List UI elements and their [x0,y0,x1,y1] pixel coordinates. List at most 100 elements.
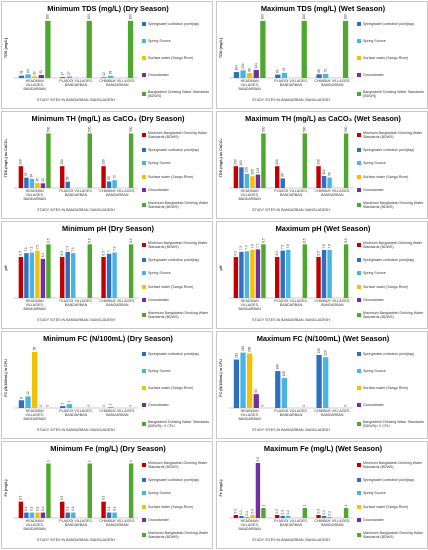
legend-item: Springwater collection point(tap) [142,147,212,152]
value-label: 7.2 [30,246,34,251]
legend-label: Springwater collection point(tap) [148,477,200,482]
value-label: 0.2 [281,510,285,515]
legend-label: Spring Source [148,491,171,496]
x-tick-label-box: HEADMAN VILLAGES, BANDARBAN [238,519,260,531]
value-label: 0.2 [286,510,290,515]
value-label: 38 [109,71,113,75]
x-tick-label-box: CHIMBUK VILLAGES, BANDARBAN [99,409,135,417]
bar [281,378,288,408]
bar [18,166,24,188]
legend-label: Minimum Bangladesh Drinking Water Standa… [363,130,423,139]
value-label: 8.5 [303,238,307,243]
x-axis-label: STUDY SITES IN BANDARBAN, BANGLADESH [37,208,115,212]
x-tick-label: CHIMBUK VILLAGES, BANDARBAN [99,189,136,197]
legend-label: Spring Source [363,39,386,44]
value-label: 8.5 [344,238,348,243]
chart-title: Minimum pH (Dry Season) [62,224,154,233]
chart-panel: Minimum Fe (mg/L) (Dry Season) Fe (mg/L) 0… [1,441,213,549]
legend-label: Springwater collection point(tap) [363,147,415,152]
legend-item: Springwater collection point(tap) [357,22,427,27]
legend-item: Surface water (Sangu River) [357,504,427,509]
legend-item: Bangladesh Drinking Water Standards (BDW… [357,420,427,428]
legend-label: Groundwater [148,402,169,407]
x-tick-label: CHIMBUK VILLAGES, BANDARBAN [314,409,351,417]
bar [239,167,244,188]
value-label: 500 [46,126,50,132]
bar [128,133,134,188]
value-label: 4 [67,401,71,403]
value-label: 52 [39,70,43,74]
x-tick-label: HEADMAN VILLAGES, BANDARBAN [23,299,46,311]
legend-swatch [357,203,361,208]
legend-item: Maximum Bangladesh Drinking Water Standa… [142,201,212,209]
legend-swatch [142,72,146,77]
value-label: 1000 [261,14,265,19]
x-tick-label-box: CHIMBUK VILLAGES, BANDARBAN [314,409,351,417]
value-label: 240 [241,346,245,352]
bar [244,173,250,188]
value-label: 1 [88,460,92,462]
value-label: 0.2 [239,510,243,515]
bar [253,394,259,408]
value-label: 7.1 [71,247,75,252]
bar [29,512,35,518]
legend-swatch [357,271,361,276]
legend-swatch [142,402,146,407]
legend-item: Minimum Bangladesh Drinking Water Standa… [142,461,212,469]
x-axis-label: STUDY SITES IN BANDARBAN, BANGLADESH [252,208,330,212]
chart-title: Maximum TDS (mg/L) (Wet Season) [260,4,386,13]
legend-swatch [357,477,361,482]
bar [280,516,285,518]
legend-label: Springwater collection point(tap) [363,22,415,27]
value-label: 5.5 [256,457,260,462]
x-tick-label-box: HEADMAN VILLAGES, BANDARBAN [238,189,260,201]
legend-label: Surface water (Sangu River) [148,504,194,509]
bar [86,20,92,78]
legend-label: Surface water (Sangu River) [148,385,194,390]
value-label: 500 [129,126,133,132]
legend-item: Spring Source [142,491,212,496]
bar [261,244,266,298]
value-label: 6.5 [101,251,105,256]
y-axis-label: pH [219,265,223,270]
chart-panel: Minimum TDS (mg/L) (Dry Season) TDS (mg/L… [1,1,213,109]
bar [108,407,114,408]
value-label: 7.5 [281,244,285,249]
bar [106,253,112,298]
value-label: 84 [30,174,34,178]
legend-item: Bangladesh Drinking Water Standards (BDW… [142,420,212,428]
bar [18,501,24,518]
bar [302,133,307,188]
bar [323,73,329,78]
legend-label: Surface water (Sangu River) [363,385,409,390]
x-tick-label: HEADMAN VILLAGES, BANDARBAN [23,409,46,421]
value-label: 12 [26,391,30,395]
bar [302,508,307,518]
value-label: 7.5 [35,244,39,249]
chart-panel: Minimum pH (Dry Season) pH 6.5 7.1 7.2 7.5 6.2… [1,221,213,329]
x-tick-label: CHIMBUK VILLAGES, BANDARBAN [314,79,351,87]
value-label: 7.2 [112,246,116,251]
value-label: 7.4 [245,245,249,250]
bar [316,354,322,408]
bar [71,253,76,298]
legend-swatch [142,352,146,357]
value-label: 45 [35,178,39,182]
value-label: 1 [46,460,50,462]
x-tick-label-box: PLAIDOI VILLAGES, BANDARBAN [59,189,93,197]
value-label: 72 [112,175,116,179]
x-tick-label-box: HEADMAN VILLAGES, BANDARBAN [238,79,260,91]
y-axis-label: TDS (mg/L) as CaCO₃ [219,138,223,177]
value-label: 95 [24,172,28,176]
value-label: 130 [245,167,249,173]
legend-label: Spring Source [363,161,386,166]
x-tick-label-box: HEADMAN VILLAGES, BANDARBAN [23,79,45,91]
value-label: 0 [46,405,50,407]
legend-swatch [142,257,146,262]
value-label: 110 [322,169,326,174]
x-tick-label: PLAIDOI VILLAGES, BANDARBAN [274,79,308,87]
